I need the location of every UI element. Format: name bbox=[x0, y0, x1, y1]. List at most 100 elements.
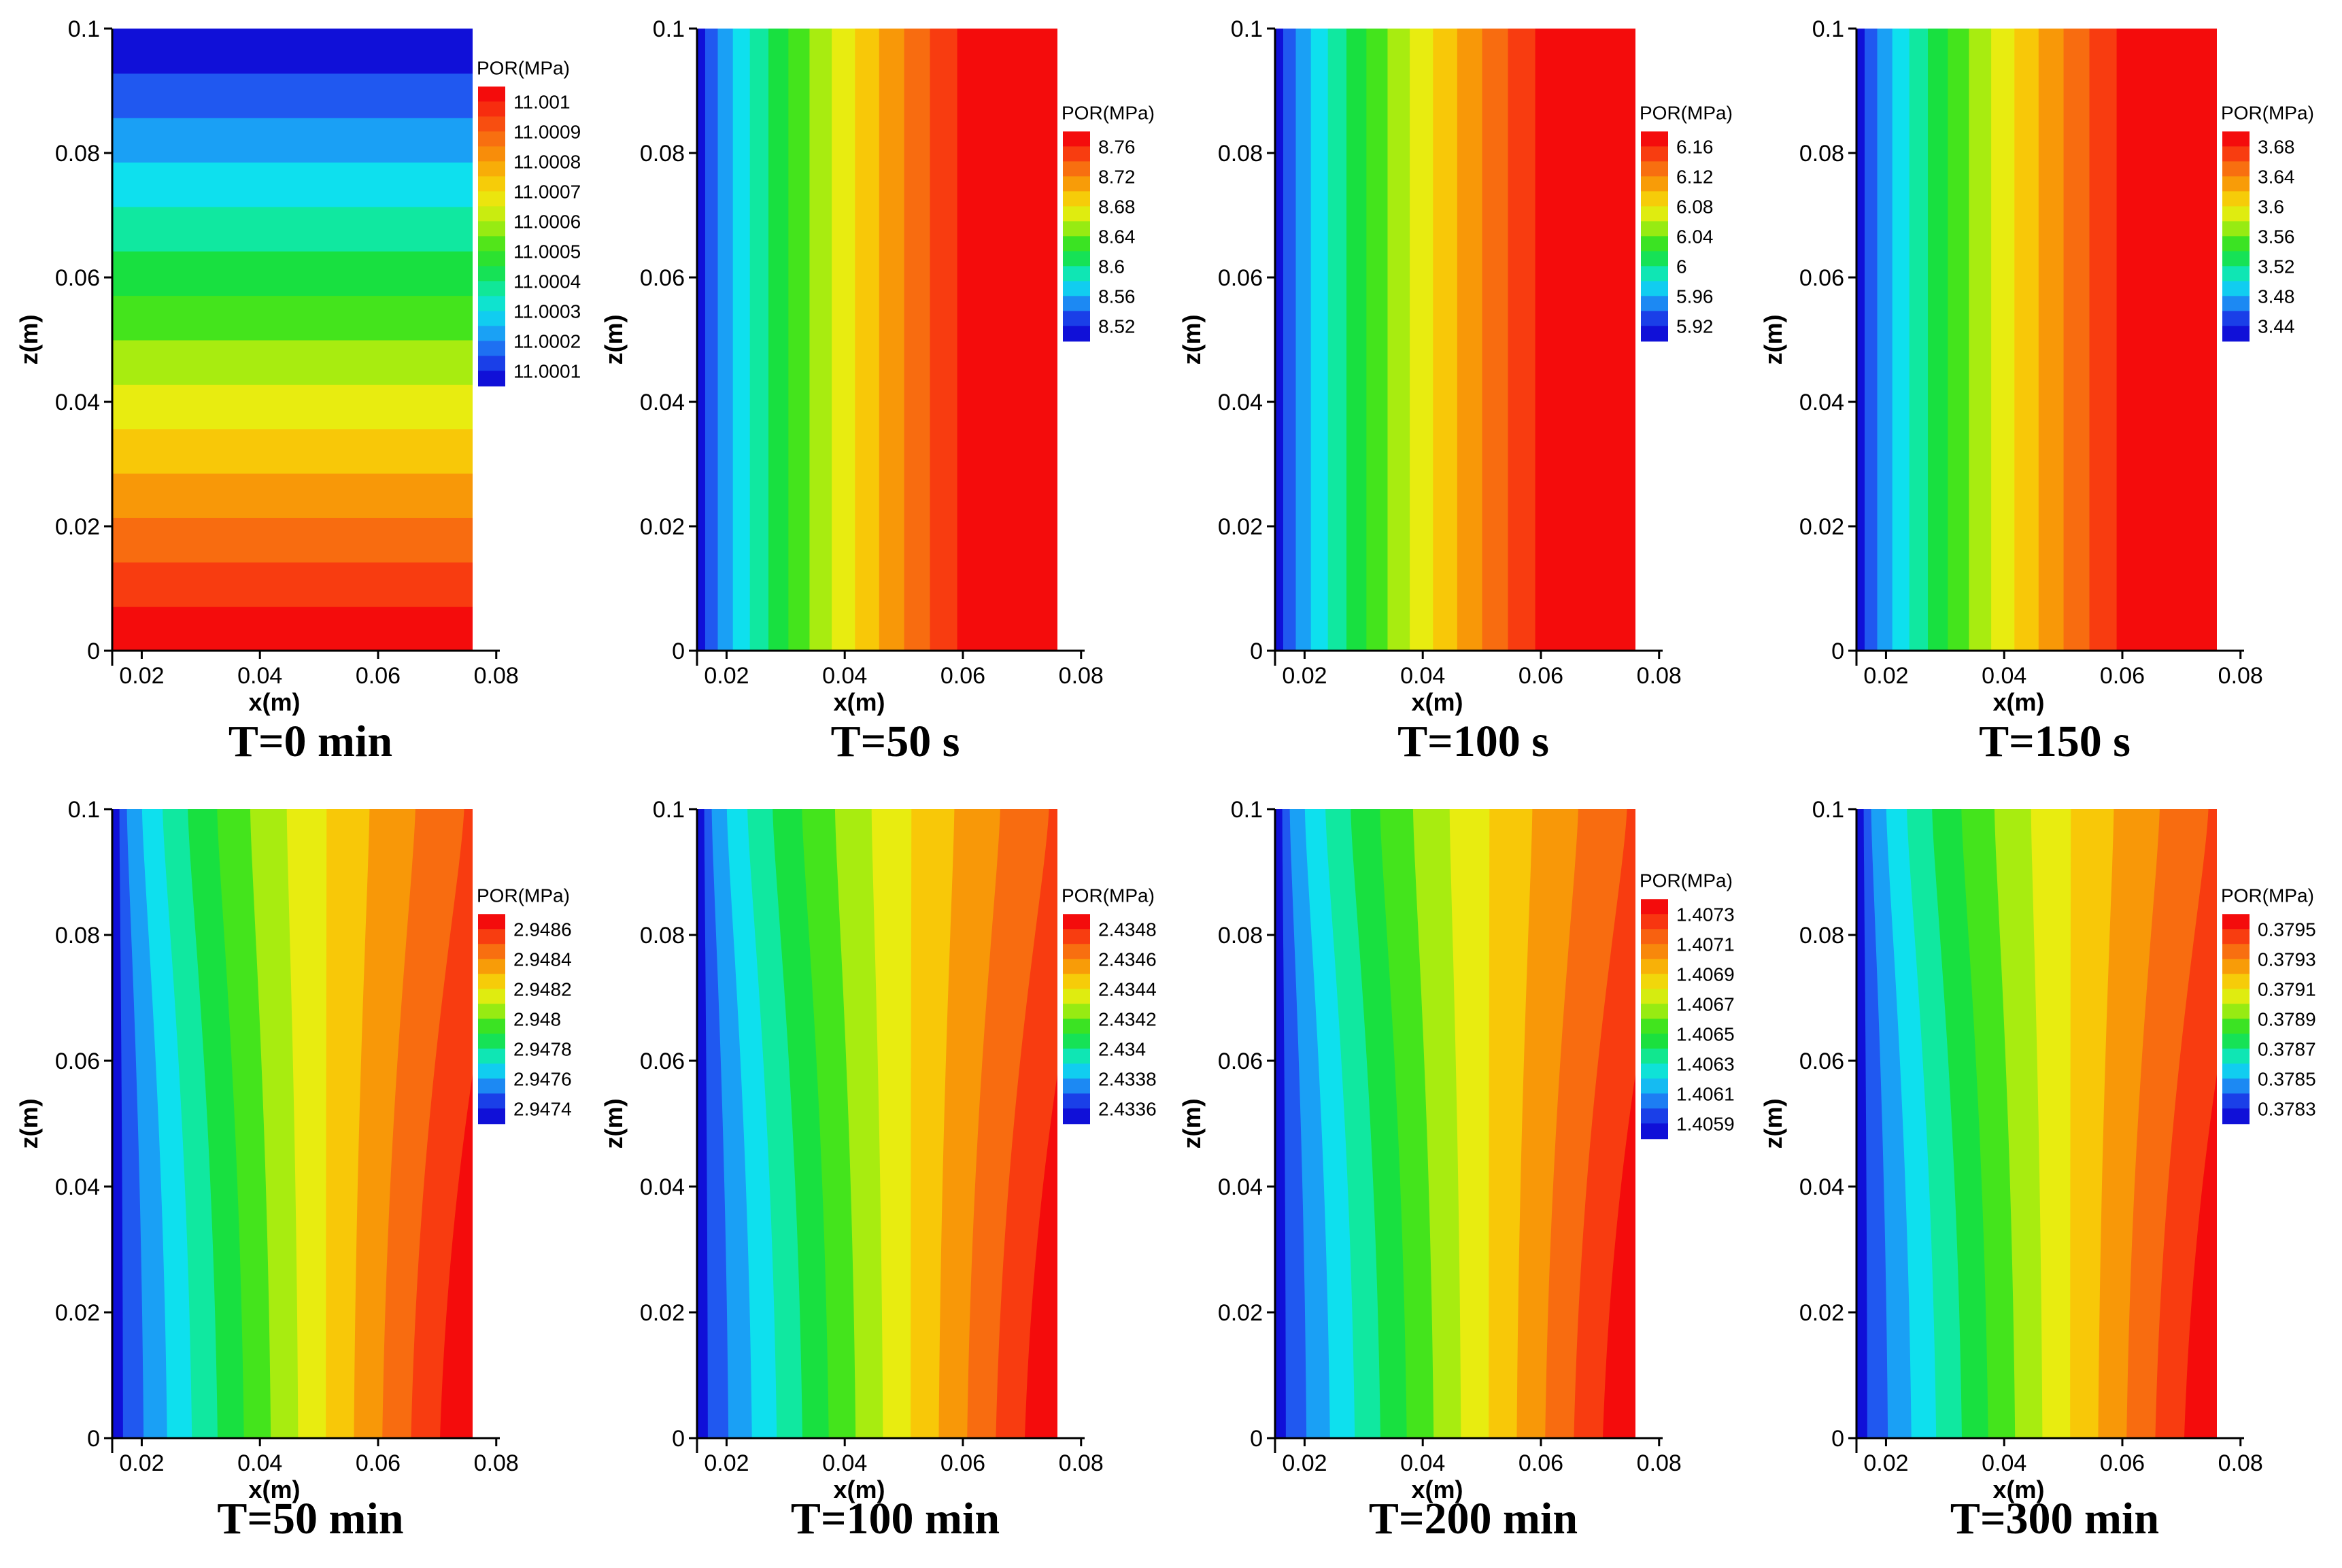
contour-band bbox=[749, 29, 770, 651]
legend-label: 2.4336 bbox=[1098, 1098, 1157, 1119]
y-tick-label: 0.1 bbox=[1812, 16, 1844, 42]
legend-swatch bbox=[478, 1063, 505, 1080]
legend-swatch bbox=[1063, 131, 1090, 148]
panel-title: T=50 min bbox=[217, 1494, 403, 1544]
legend-label: 2.9484 bbox=[513, 949, 572, 970]
contour-band bbox=[1892, 29, 1910, 651]
contour-band bbox=[788, 29, 811, 651]
y-tick-label: 0 bbox=[672, 638, 685, 664]
legend-swatch bbox=[1641, 989, 1668, 1005]
legend-swatch bbox=[478, 1049, 505, 1065]
y-tick-label: 0.1 bbox=[1231, 16, 1263, 42]
x-tick-label: 0.06 bbox=[356, 1450, 401, 1476]
legend-title: POR(MPa) bbox=[2221, 102, 2314, 123]
legend-swatch bbox=[2222, 146, 2250, 163]
panel-6: 0.02 0.04 0.06 0.08 0 0.02 0.04 0.06 0.08 0.1 x(m)… bbox=[600, 797, 1157, 1544]
panel-title: T=100 min bbox=[791, 1494, 1000, 1544]
legend-label: 8.64 bbox=[1098, 226, 1136, 247]
legend-swatch bbox=[478, 914, 505, 930]
x-tick-label: 0.04 bbox=[237, 663, 282, 689]
x-tick-label: 0.06 bbox=[1518, 1450, 1563, 1476]
contour-band bbox=[112, 161, 473, 207]
legend-label: 2.948 bbox=[513, 1008, 561, 1029]
y-tick-label: 0.02 bbox=[55, 514, 100, 540]
y-tick-label: 0 bbox=[1831, 638, 1844, 664]
legend-swatch bbox=[1641, 1093, 1668, 1110]
legend-label: 0.3795 bbox=[2258, 919, 2316, 940]
y-tick-label: 0 bbox=[1250, 638, 1263, 664]
legend-label: 3.44 bbox=[2258, 316, 2295, 337]
legend-swatch bbox=[2222, 1063, 2250, 1080]
y-tick-label: 0.08 bbox=[55, 141, 100, 167]
y-tick-label: 0.06 bbox=[640, 265, 685, 291]
legend-swatch bbox=[1641, 131, 1668, 148]
x-tick-label: 0.02 bbox=[119, 1450, 164, 1476]
y-tick-label: 0.1 bbox=[68, 797, 100, 823]
legend-swatch bbox=[1063, 206, 1090, 222]
legend-label: 0.3791 bbox=[2258, 978, 2316, 1000]
panel-7: 0.02 0.04 0.06 0.08 0 0.02 0.04 0.06 0.08 0.1 x(m)… bbox=[1178, 797, 1735, 1544]
legend-swatch bbox=[478, 116, 505, 133]
panel-3: 0.02 0.04 0.06 0.08 0 0.02 0.04 0.06 0.08 0.1 x(m)… bbox=[1178, 16, 1733, 766]
legend-swatch bbox=[1641, 146, 1668, 163]
legend-title: POR(MPa) bbox=[1062, 885, 1155, 906]
y-tick-label: 0.04 bbox=[640, 1174, 685, 1200]
legend-title: POR(MPa) bbox=[477, 885, 570, 906]
legend-label: 3.52 bbox=[2258, 256, 2295, 277]
legend-title: POR(MPa) bbox=[2221, 885, 2314, 906]
y-tick-label: 0.08 bbox=[640, 141, 685, 167]
y-tick-label: 0.1 bbox=[1812, 797, 1844, 823]
legend-swatch bbox=[1641, 266, 1668, 282]
contour-band bbox=[717, 29, 734, 651]
contour-band bbox=[1948, 29, 1970, 651]
contour-band bbox=[112, 428, 473, 474]
legend-swatch bbox=[2222, 989, 2250, 1005]
panel-4: 0.02 0.04 0.06 0.08 0 0.02 0.04 0.06 0.08 0.1 x(m)… bbox=[1759, 16, 2314, 766]
legend-label: 5.92 bbox=[1676, 316, 1714, 337]
contour-band bbox=[904, 29, 931, 651]
x-tick-label: 0.08 bbox=[2218, 663, 2263, 689]
contour-band bbox=[1909, 29, 1929, 651]
y-tick-label: 0.04 bbox=[55, 1174, 100, 1200]
legend-swatch bbox=[1641, 1049, 1668, 1065]
legend-swatch bbox=[1063, 191, 1090, 207]
legend-swatch bbox=[1063, 1078, 1090, 1095]
contour-band bbox=[1275, 29, 1284, 651]
legend-swatch bbox=[478, 146, 505, 163]
y-tick-label: 0 bbox=[1250, 1426, 1263, 1452]
legend-swatch bbox=[478, 236, 505, 252]
legend-label: 11.0007 bbox=[513, 181, 581, 202]
y-tick-label: 0.06 bbox=[55, 1049, 100, 1074]
legend-label: 0.3783 bbox=[2258, 1098, 2316, 1119]
contour-band bbox=[1457, 29, 1483, 651]
y-axis-label: z(m) bbox=[1178, 315, 1206, 365]
legend-swatch bbox=[2222, 206, 2250, 222]
x-tick-label: 0.04 bbox=[822, 1450, 867, 1476]
legend-swatch bbox=[1063, 251, 1090, 267]
legend-swatch bbox=[1641, 974, 1668, 990]
x-tick-label: 0.02 bbox=[704, 663, 749, 689]
legend-label: 0.3787 bbox=[2258, 1038, 2316, 1059]
y-tick-label: 0.08 bbox=[1218, 141, 1263, 167]
y-tick-label: 0.02 bbox=[1218, 514, 1263, 540]
y-tick-label: 0.08 bbox=[1218, 923, 1263, 949]
contour-band bbox=[768, 29, 790, 651]
legend-label: 2.4346 bbox=[1098, 949, 1157, 970]
legend-swatch bbox=[2222, 1004, 2250, 1020]
y-tick-label: 0.04 bbox=[640, 390, 685, 415]
legend-swatch bbox=[1063, 236, 1090, 252]
legend-label: 5.96 bbox=[1676, 286, 1714, 307]
contour-band bbox=[112, 605, 473, 651]
contour-band bbox=[112, 561, 473, 607]
y-tick-label: 0.08 bbox=[1799, 141, 1844, 167]
contour-band bbox=[1534, 29, 1635, 651]
contour-band bbox=[855, 29, 880, 651]
x-tick-label: 0.02 bbox=[1282, 1450, 1327, 1476]
legend-label: 8.68 bbox=[1098, 196, 1136, 217]
legend-label: 8.76 bbox=[1098, 136, 1136, 157]
contour-field bbox=[1275, 29, 1635, 651]
legend-swatch bbox=[478, 101, 505, 118]
contour-band bbox=[112, 472, 473, 518]
legend-swatch bbox=[1641, 206, 1668, 222]
contour-band bbox=[956, 29, 1057, 651]
